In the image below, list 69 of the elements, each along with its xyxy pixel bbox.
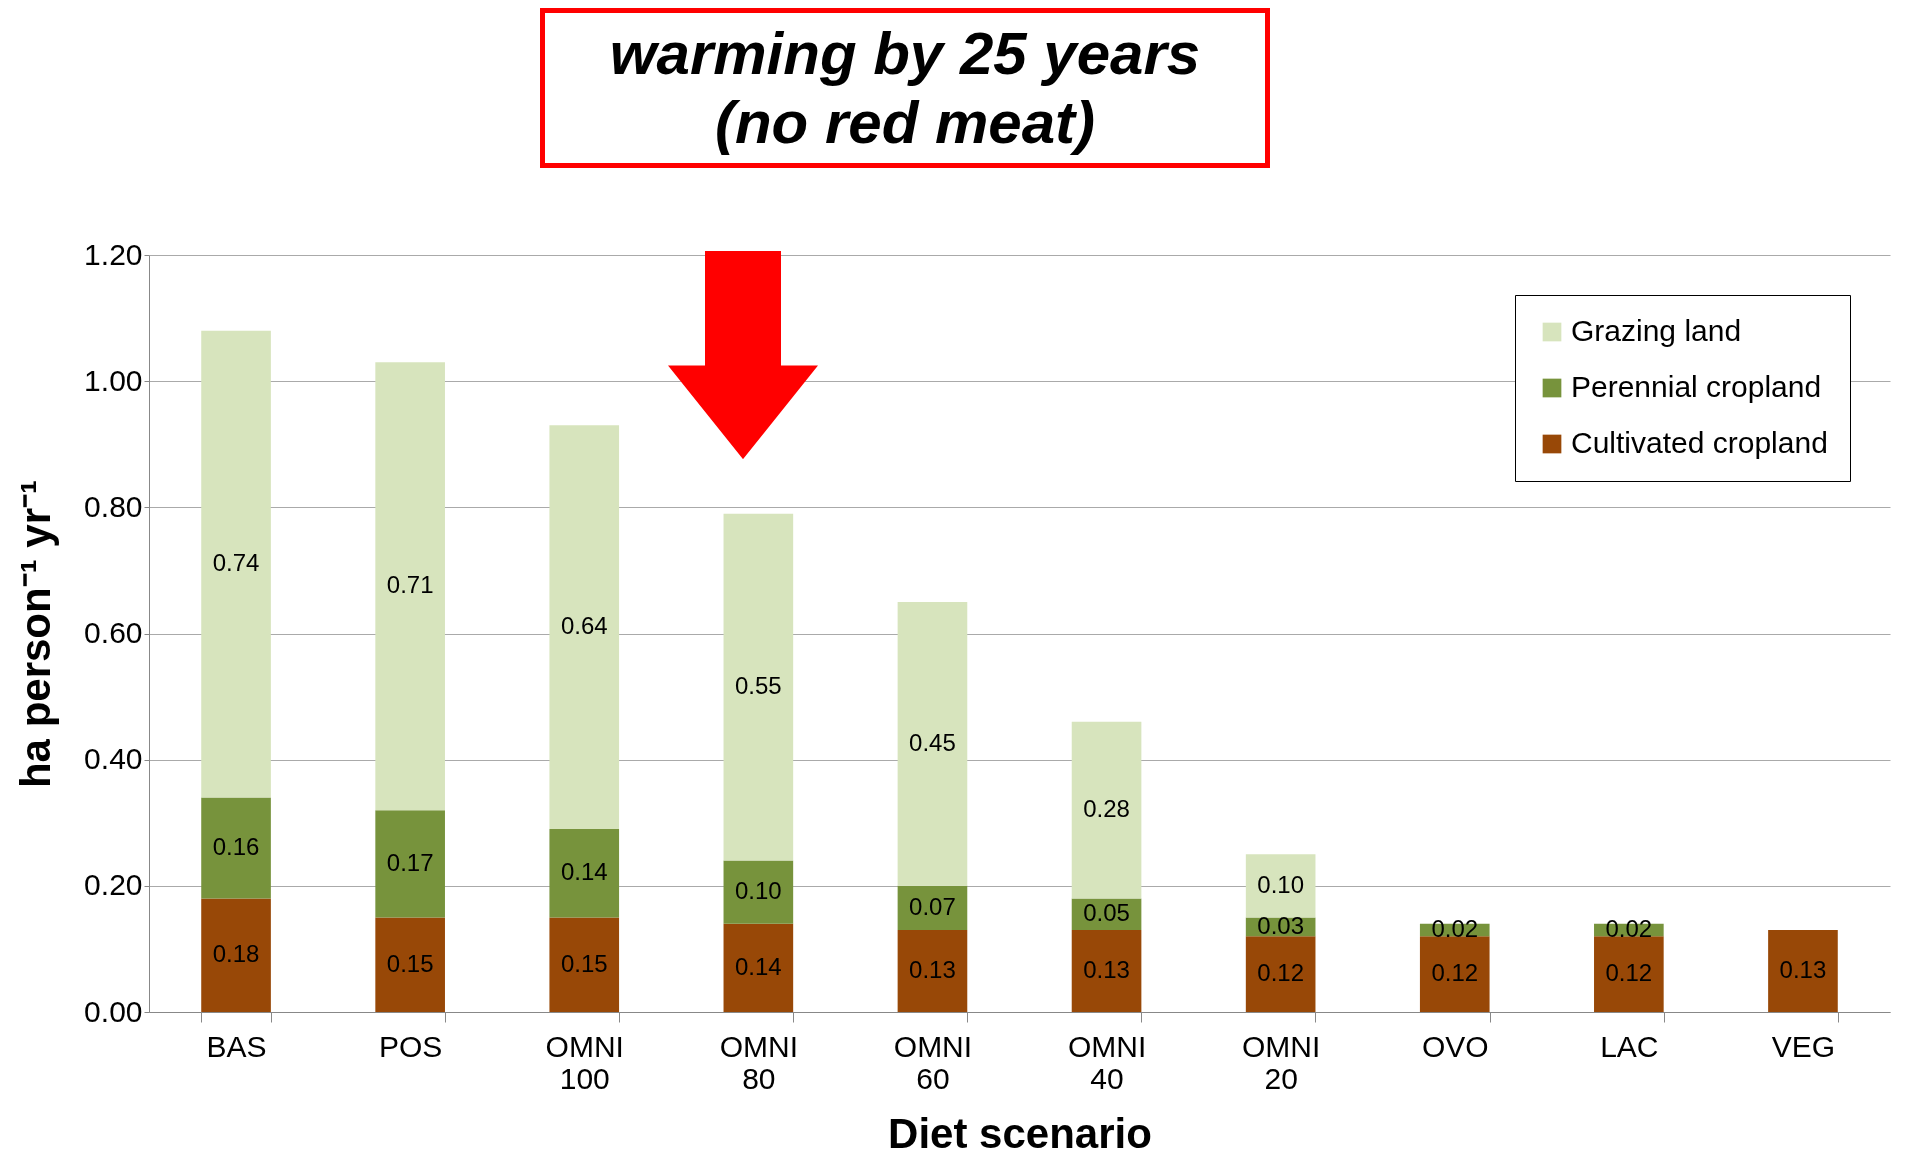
x-tick-label: POS	[378, 1029, 443, 1063]
x-tick-label: OVO	[1421, 1029, 1489, 1063]
x-tick-label: OMNI 100	[545, 1029, 624, 1095]
data-label: 0.18	[212, 940, 260, 968]
x-tick-label: OMNI 80	[719, 1029, 799, 1095]
bar	[897, 929, 968, 1012]
data-label: 0.16	[212, 832, 260, 860]
bar	[201, 898, 271, 1012]
bar	[1245, 854, 1316, 918]
data-label: 0.05	[1083, 899, 1130, 927]
data-label: 0.12	[1257, 959, 1305, 987]
bar	[1245, 936, 1316, 1012]
data-label: 0.14	[560, 858, 608, 886]
data-label: 0.28	[1083, 795, 1130, 823]
bar	[375, 810, 445, 918]
x-tick-label: OMNI 40	[1067, 1029, 1147, 1095]
y-tick-label: 0.40	[84, 742, 143, 776]
x-tick-label: BAS	[206, 1029, 267, 1063]
legend-label: Perennial cropland	[1571, 370, 1822, 403]
data-label: 0.55	[734, 672, 782, 700]
bar	[897, 601, 968, 886]
legend-label: Grazing land	[1571, 314, 1742, 347]
data-label: 0.10	[734, 877, 782, 905]
data-label: 0.13	[909, 956, 956, 983]
y-tick-label: 0.60	[84, 616, 143, 649]
data-label: 0.07	[909, 892, 956, 920]
data-label: 0.13	[1779, 956, 1827, 983]
data-label: 0.17	[386, 848, 434, 876]
text: warming by 25 years	[608, 19, 1202, 88]
x-tick-label: OMNI 60	[893, 1029, 973, 1095]
y-tick-label: 0.80	[84, 489, 143, 523]
data-label: 0.12	[1431, 959, 1479, 987]
data-label: 0.15	[560, 949, 608, 977]
data-label: 0.12	[1605, 959, 1653, 987]
x-tick-label: LAC	[1600, 1029, 1659, 1063]
bar	[723, 860, 794, 924]
x-axis-title: Diet scenario	[888, 1109, 1152, 1157]
data-label: 0.15	[386, 949, 434, 977]
y-tick-label: 1.20	[84, 237, 143, 271]
bar	[1594, 936, 1664, 1012]
y-axis-title: ha person⁻¹ yr⁻¹	[12, 479, 60, 789]
bar	[723, 923, 794, 1012]
bar	[549, 425, 620, 830]
bar	[1419, 936, 1490, 1012]
bar	[1071, 929, 1142, 1012]
data-label: 0.74	[212, 549, 260, 577]
data-label: 0.45	[909, 728, 956, 756]
legend-label: Cultivated cropland	[1571, 426, 1828, 459]
y-tick-label: 0.00	[84, 994, 143, 1028]
data-label: 0.03	[1257, 911, 1305, 939]
data-label: 0.14	[734, 952, 782, 980]
x-tick-label: VEG	[1771, 1029, 1836, 1063]
bar	[1768, 929, 1838, 1012]
bar	[723, 513, 794, 861]
data-label: 0.71	[386, 571, 434, 599]
bar	[201, 797, 271, 899]
bar	[375, 362, 445, 811]
data-label: 0.10	[1257, 870, 1305, 898]
bar	[549, 829, 620, 918]
bar	[201, 330, 271, 798]
text: (no red meat)	[713, 88, 1096, 157]
data-label: 0.13	[1083, 956, 1130, 983]
bar	[375, 917, 445, 1012]
y-tick-label: 1.00	[84, 363, 143, 397]
y-tick-label: 0.20	[84, 868, 143, 902]
data-label: 0.64	[560, 612, 608, 640]
bar	[1071, 721, 1142, 899]
x-tick-label: OMNI 20	[1241, 1029, 1321, 1095]
bar	[549, 917, 620, 1012]
